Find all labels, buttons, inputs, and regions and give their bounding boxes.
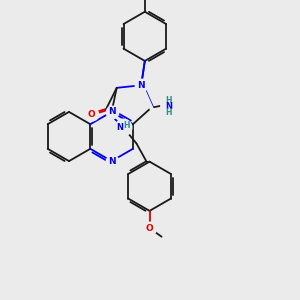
Text: H: H bbox=[166, 108, 172, 117]
Text: N: N bbox=[165, 102, 172, 111]
Text: H: H bbox=[166, 96, 172, 105]
Text: H: H bbox=[124, 121, 130, 130]
Text: N: N bbox=[116, 123, 123, 132]
Text: O: O bbox=[146, 224, 153, 232]
Text: O: O bbox=[88, 110, 95, 118]
Text: N: N bbox=[108, 107, 116, 116]
Text: N: N bbox=[108, 157, 116, 166]
Text: N: N bbox=[137, 81, 145, 90]
